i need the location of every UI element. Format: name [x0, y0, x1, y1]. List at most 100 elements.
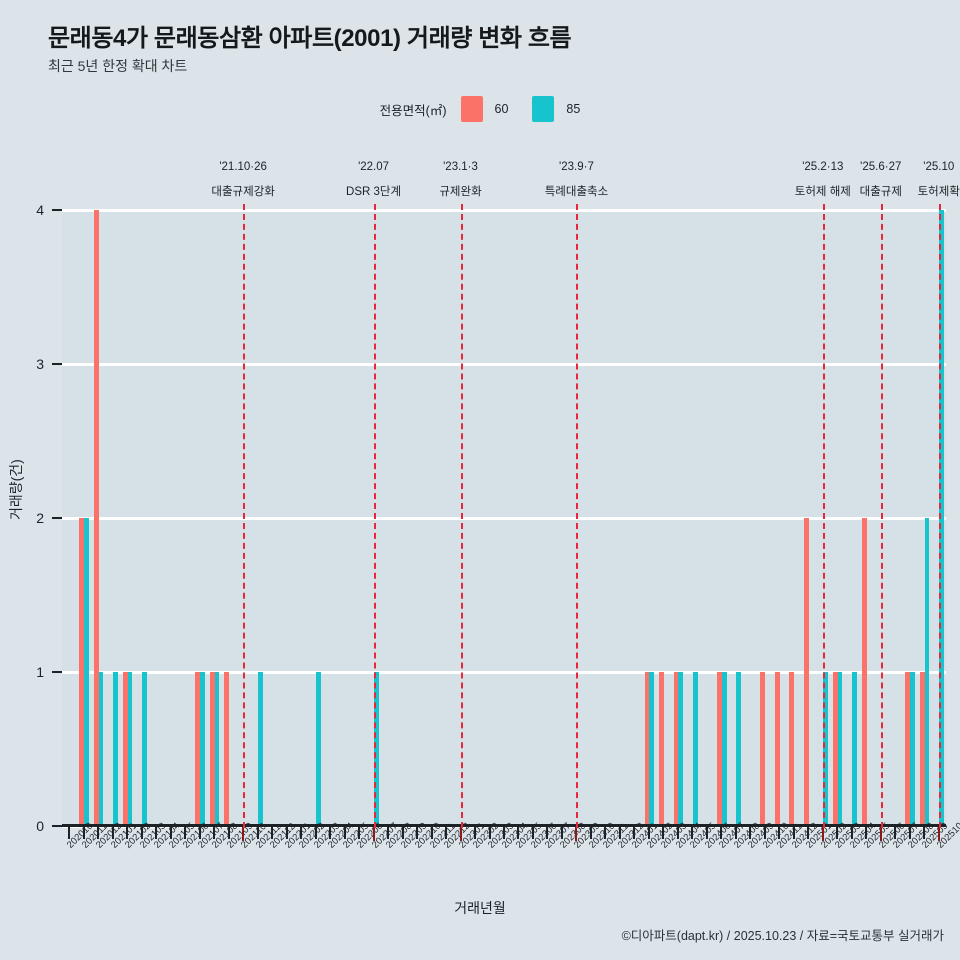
x-tick-mark — [387, 827, 390, 839]
x-tick-mark — [242, 827, 245, 841]
x-axis-title: 거래년월 — [454, 900, 506, 916]
x-tick-mark — [343, 827, 346, 839]
bar-85-202504 — [852, 672, 857, 826]
event-text-202207: DSR 3단계 — [346, 186, 402, 198]
bar-60-202107 — [195, 672, 201, 826]
bar-60-202505 — [861, 518, 867, 826]
x-tick-mark — [314, 827, 317, 839]
event-line-202301 — [460, 204, 463, 828]
x-tick-mark — [589, 827, 592, 839]
bar-85-202404 — [678, 672, 684, 826]
bar-85-202203 — [316, 672, 321, 826]
event-line-202309 — [576, 204, 579, 828]
x-tick-mark — [503, 827, 505, 839]
x-tick-mark — [271, 827, 274, 839]
event-date-202506: '25.6·27 — [860, 161, 902, 173]
bar-85-202408 — [736, 672, 742, 826]
event-line-202502 — [822, 204, 825, 828]
x-tick-mark — [734, 827, 737, 839]
x-tick-mark — [445, 827, 448, 839]
x-tick-mark — [662, 827, 665, 839]
y-tick-mark — [52, 517, 62, 519]
bar-85-202207 — [373, 672, 379, 826]
x-tick-mark — [517, 827, 520, 839]
x-tick-mark — [850, 827, 853, 839]
y-tick-label: 4 — [36, 202, 44, 218]
x-tick-mark — [358, 827, 361, 839]
y-tick-label: 1 — [36, 664, 44, 680]
x-tick-mark — [821, 827, 824, 841]
x-tick-mark — [763, 827, 766, 839]
x-tick-mark — [908, 827, 911, 839]
y-tick-label: 2 — [36, 510, 44, 526]
event-line-202506 — [880, 204, 883, 828]
bar-60-202402 — [644, 672, 650, 826]
bar-85-202111 — [258, 672, 263, 826]
event-text-202502: 토허제 해제 — [794, 186, 851, 198]
legend-title: 전용면적(㎡) — [379, 103, 447, 118]
y-tick-mark — [52, 825, 62, 827]
bar-85-202508 — [910, 672, 915, 826]
x-tick-mark — [575, 827, 578, 841]
bar-85-202102 — [127, 672, 133, 826]
event-text-202110: 대출규제강화 — [211, 186, 275, 198]
x-tick-mark — [430, 827, 433, 839]
x-tick-mark — [923, 827, 926, 839]
x-tick-mark — [300, 827, 303, 839]
x-tick-mark — [474, 827, 477, 839]
bar-85-202012 — [98, 672, 104, 826]
bar-85-202108 — [214, 672, 220, 826]
y-tick-mark — [52, 671, 62, 673]
x-tick-mark — [256, 827, 259, 839]
bar-60-202109 — [224, 672, 230, 826]
x-tick-mark — [198, 827, 201, 839]
event-text-202301: 규제완화 — [439, 186, 482, 198]
y-tick-mark — [52, 363, 62, 365]
y-tick-label: 3 — [36, 356, 44, 372]
y-tick-mark — [52, 209, 62, 211]
bar-60-202501 — [803, 518, 809, 826]
bar-85-202107 — [200, 672, 205, 826]
bar-85-202503 — [837, 672, 843, 826]
bar-85-202405 — [692, 672, 698, 826]
x-tick-mark — [227, 827, 230, 839]
x-tick-mark — [560, 827, 563, 839]
x-tick-mark — [111, 827, 114, 839]
bar-60-202011 — [79, 518, 85, 826]
event-text-202506: 대출규제 — [859, 186, 902, 198]
event-text-202510: 토허제확 — [917, 186, 960, 198]
legend-swatch-85 — [532, 96, 555, 122]
page-subtitle: 최근 5년 한정 확대 차트 — [48, 58, 188, 74]
x-tick-mark — [372, 827, 375, 841]
bar-60-202404 — [673, 672, 679, 826]
bar-60-202412 — [789, 672, 795, 826]
bar-85-202011 — [84, 518, 89, 826]
bar-60-202509 — [919, 672, 925, 826]
x-tick-mark — [792, 827, 795, 839]
event-line-202510 — [938, 204, 941, 828]
x-tick-mark — [401, 827, 404, 839]
event-date-202502: '25.2·13 — [802, 161, 844, 173]
event-date-202301: '23.1·3 — [443, 161, 478, 173]
bar-60-202102 — [122, 672, 128, 826]
legend-label-60: 60 — [494, 102, 509, 116]
x-tick-mark — [894, 827, 897, 839]
x-tick-mark — [604, 827, 607, 839]
bar-60-202410 — [760, 672, 766, 826]
x-tick-mark — [531, 827, 534, 839]
x-tick-mark — [691, 827, 694, 839]
x-tick-mark — [416, 827, 419, 839]
x-tick-mark — [97, 827, 100, 839]
x-axis-line — [62, 824, 946, 827]
event-date-202309: '23.9·7 — [559, 161, 594, 173]
x-tick-mark — [155, 827, 158, 839]
x-tick-mark — [778, 827, 781, 839]
bar-60-202012 — [93, 210, 99, 826]
bar-60-202407 — [716, 672, 722, 826]
x-tick-mark — [618, 827, 621, 839]
bar-85-202101 — [113, 672, 118, 826]
x-tick-mark — [459, 827, 462, 841]
grid-line — [62, 670, 946, 674]
x-tick-mark — [865, 827, 868, 839]
